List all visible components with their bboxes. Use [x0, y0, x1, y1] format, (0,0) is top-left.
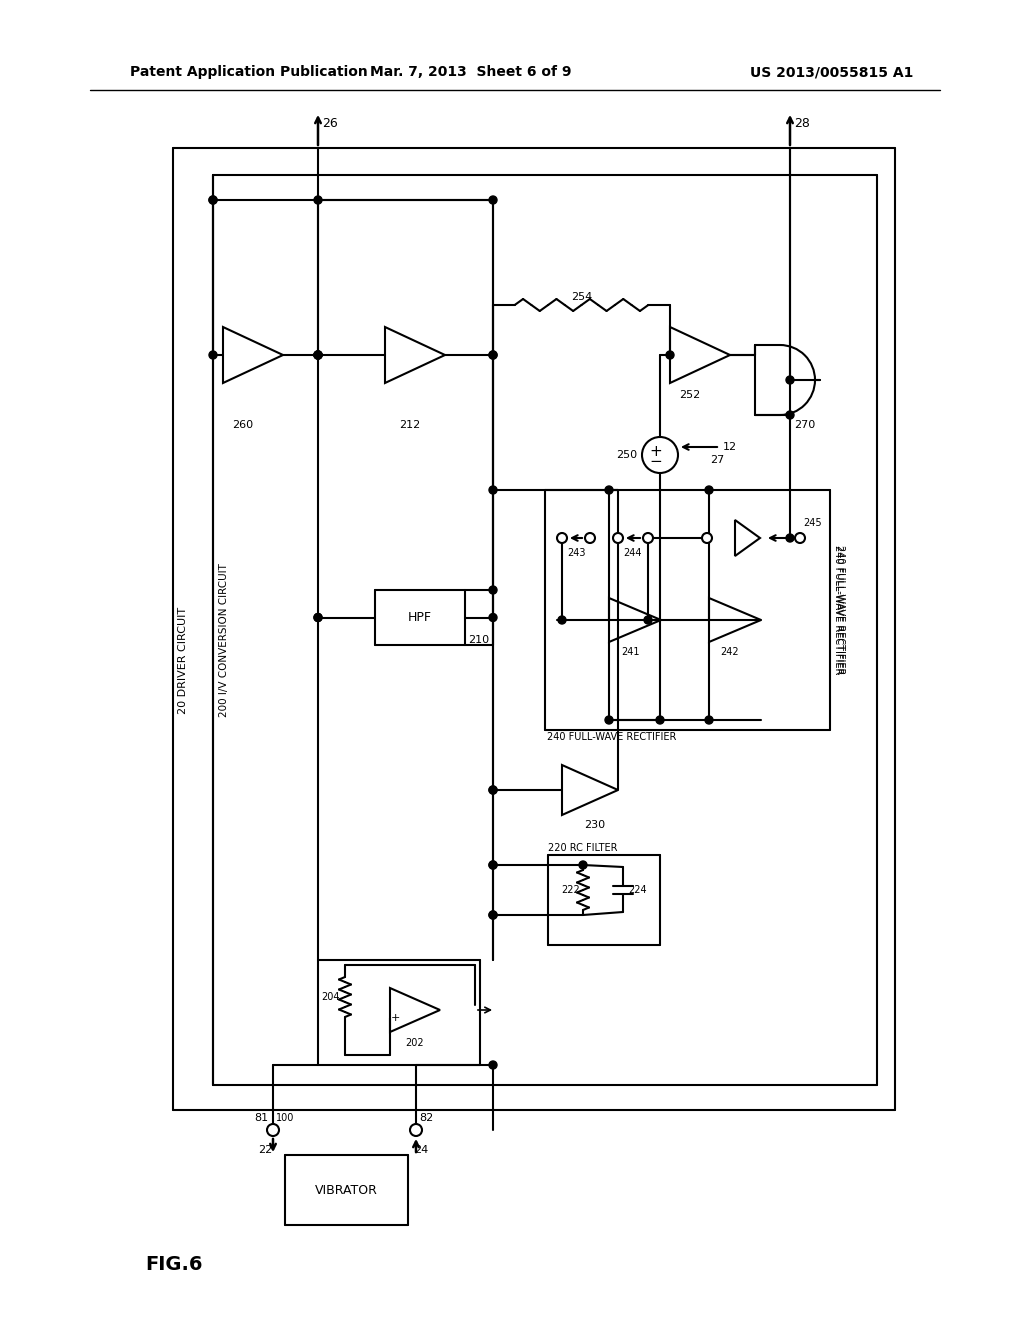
Text: 254: 254 — [570, 292, 592, 302]
Circle shape — [489, 351, 497, 359]
Text: 82: 82 — [419, 1113, 433, 1123]
Circle shape — [786, 535, 794, 543]
Text: 81: 81 — [254, 1113, 268, 1123]
Text: 250: 250 — [615, 450, 637, 459]
Text: −: − — [649, 454, 663, 470]
Text: 210: 210 — [468, 635, 489, 645]
Circle shape — [489, 861, 497, 869]
Circle shape — [786, 376, 794, 384]
Circle shape — [489, 785, 497, 795]
Text: 252: 252 — [679, 389, 700, 400]
Circle shape — [489, 195, 497, 205]
Text: +: + — [649, 444, 663, 458]
Circle shape — [314, 195, 322, 205]
Circle shape — [643, 533, 653, 543]
Circle shape — [314, 351, 322, 359]
Circle shape — [314, 614, 322, 622]
Text: 200 I/V CONVERSION CIRCUIT: 200 I/V CONVERSION CIRCUIT — [219, 564, 229, 717]
Circle shape — [705, 715, 713, 723]
Circle shape — [656, 715, 664, 723]
Text: 28: 28 — [794, 117, 810, 129]
Circle shape — [489, 785, 497, 795]
Circle shape — [489, 911, 497, 919]
Circle shape — [644, 616, 652, 624]
Text: Mar. 7, 2013  Sheet 6 of 9: Mar. 7, 2013 Sheet 6 of 9 — [370, 65, 571, 79]
Text: 240 FULL-WAVE RECTIFIER: 240 FULL-WAVE RECTIFIER — [835, 545, 845, 675]
Text: 243: 243 — [566, 548, 586, 558]
Circle shape — [795, 533, 805, 543]
Text: 260: 260 — [232, 420, 254, 430]
Circle shape — [209, 195, 217, 205]
Text: 242: 242 — [721, 647, 739, 657]
Text: HPF: HPF — [408, 611, 432, 624]
Circle shape — [705, 486, 713, 494]
Circle shape — [557, 533, 567, 543]
Circle shape — [489, 486, 497, 494]
Circle shape — [489, 586, 497, 594]
Text: 100: 100 — [275, 1113, 294, 1123]
Circle shape — [209, 351, 217, 359]
Circle shape — [489, 861, 497, 869]
Circle shape — [489, 911, 497, 919]
Circle shape — [489, 614, 497, 622]
Circle shape — [666, 351, 674, 359]
Text: VIBRATOR: VIBRATOR — [315, 1184, 378, 1196]
Text: 244: 244 — [624, 548, 642, 558]
Circle shape — [314, 351, 322, 359]
Text: Patent Application Publication: Patent Application Publication — [130, 65, 368, 79]
Text: 240 FULL-WAVE RECTIFIER: 240 FULL-WAVE RECTIFIER — [547, 733, 677, 742]
Text: 24: 24 — [414, 1144, 428, 1155]
Text: 20 DRIVER CIRCUIT: 20 DRIVER CIRCUIT — [178, 606, 188, 714]
Text: 240 FULL-WAVE RECTIFIER: 240 FULL-WAVE RECTIFIER — [833, 545, 843, 675]
Text: 202: 202 — [406, 1038, 424, 1048]
Text: 26: 26 — [322, 117, 338, 129]
Circle shape — [605, 715, 613, 723]
Circle shape — [786, 411, 794, 418]
Circle shape — [489, 351, 497, 359]
Text: 204: 204 — [322, 993, 340, 1002]
Text: FIG.6: FIG.6 — [145, 1255, 203, 1274]
Circle shape — [489, 1061, 497, 1069]
Text: 224: 224 — [628, 884, 646, 895]
Circle shape — [410, 1125, 422, 1137]
Circle shape — [579, 861, 587, 869]
Text: 12: 12 — [723, 442, 737, 451]
Circle shape — [558, 616, 566, 624]
Circle shape — [605, 486, 613, 494]
Circle shape — [209, 195, 217, 205]
Circle shape — [314, 351, 322, 359]
Text: 27: 27 — [710, 455, 724, 465]
Circle shape — [585, 533, 595, 543]
Text: 241: 241 — [621, 647, 639, 657]
Circle shape — [314, 614, 322, 622]
Text: 222: 222 — [561, 884, 580, 895]
Circle shape — [702, 533, 712, 543]
Text: +: + — [390, 1012, 399, 1023]
Text: 245: 245 — [803, 517, 821, 528]
Circle shape — [314, 351, 322, 359]
Text: 220 RC FILTER: 220 RC FILTER — [548, 843, 617, 853]
Text: 230: 230 — [585, 820, 605, 830]
Circle shape — [267, 1125, 279, 1137]
Circle shape — [613, 533, 623, 543]
Text: 212: 212 — [399, 420, 421, 430]
Text: US 2013/0055815 A1: US 2013/0055815 A1 — [750, 65, 913, 79]
Text: 270: 270 — [795, 420, 816, 430]
Text: 22: 22 — [258, 1144, 272, 1155]
